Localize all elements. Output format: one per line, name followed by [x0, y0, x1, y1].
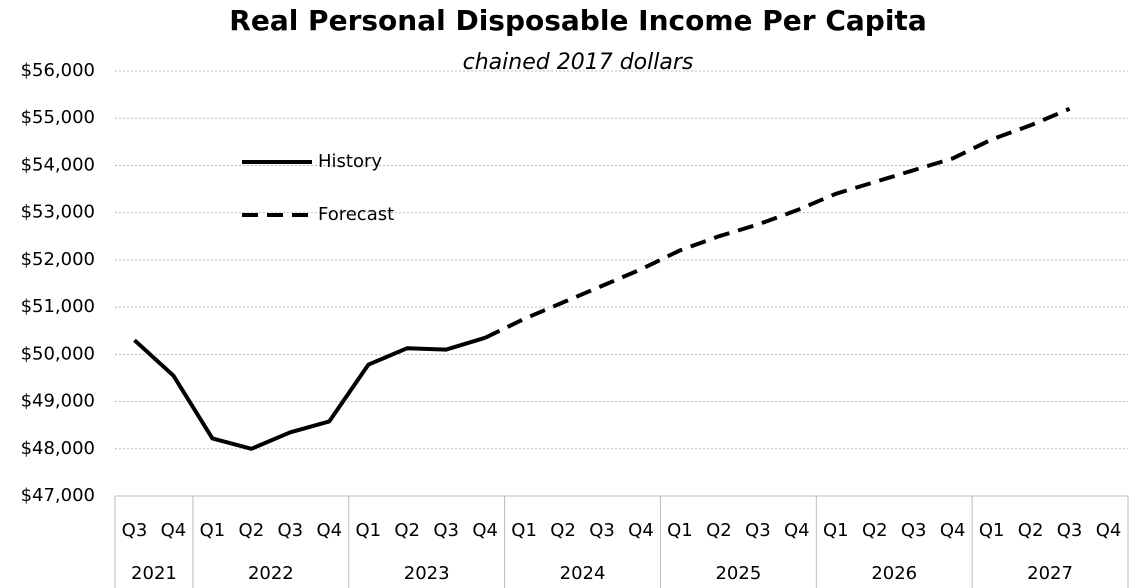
x-tick-label: Q1: [823, 520, 849, 541]
x-tick-label: Q3: [278, 520, 304, 541]
x-group-label: 2026: [871, 563, 917, 584]
x-tick-label: Q2: [239, 520, 265, 541]
y-tick-label: $55,000: [21, 107, 95, 128]
x-tick-label: Q4: [628, 520, 654, 541]
x-tick-label: Q3: [433, 520, 459, 541]
x-tick-label: Q4: [316, 520, 342, 541]
x-tick-label: Q4: [1096, 520, 1122, 541]
y-tick-label: $48,000: [21, 438, 95, 459]
x-tick-label: Q4: [940, 520, 966, 541]
x-tick-label: Q2: [550, 520, 576, 541]
y-tick-label: $51,000: [21, 296, 95, 317]
x-tick-label: Q1: [979, 520, 1005, 541]
x-tick-label: Q3: [745, 520, 771, 541]
series-line: [484, 106, 1071, 340]
y-tick-label: $53,000: [21, 202, 95, 223]
legend-label: Forecast: [318, 204, 394, 225]
x-group-label: 2024: [560, 563, 606, 584]
x-tick-label: Q2: [862, 520, 888, 541]
y-tick-label: $54,000: [21, 154, 95, 175]
x-tick-label: Q1: [200, 520, 226, 541]
x-group-label: 2021: [131, 563, 177, 584]
series-line: [133, 335, 486, 451]
x-tick-label: Q4: [161, 520, 187, 541]
chart-title: Real Personal Disposable Income Per Capi…: [229, 4, 926, 37]
chart-subtitle: chained 2017 dollars: [463, 50, 694, 75]
y-tick-label: $56,000: [21, 60, 95, 81]
x-tick-label: Q1: [667, 520, 693, 541]
x-tick-label: Q3: [901, 520, 927, 541]
x-tick-label: Q3: [1057, 520, 1083, 541]
y-tick-label: $49,000: [21, 391, 95, 412]
x-tick-label: Q1: [355, 520, 381, 541]
y-tick-label: $50,000: [21, 343, 95, 364]
y-tick-label: $52,000: [21, 249, 95, 270]
x-tick-label: Q4: [784, 520, 810, 541]
x-group-label: 2027: [1027, 563, 1073, 584]
legend-label: History: [318, 151, 382, 172]
x-group-label: 2023: [404, 563, 450, 584]
x-tick-label: Q2: [1018, 520, 1044, 541]
x-group-label: 2022: [248, 563, 294, 584]
x-tick-label: Q3: [589, 520, 615, 541]
x-tick-label: Q2: [394, 520, 420, 541]
x-tick-label: Q1: [511, 520, 537, 541]
x-group-label: 2025: [715, 563, 761, 584]
x-tick-label: Q3: [122, 520, 148, 541]
x-tick-label: Q2: [706, 520, 732, 541]
x-tick-label: Q4: [472, 520, 498, 541]
y-tick-label: $47,000: [21, 485, 95, 506]
